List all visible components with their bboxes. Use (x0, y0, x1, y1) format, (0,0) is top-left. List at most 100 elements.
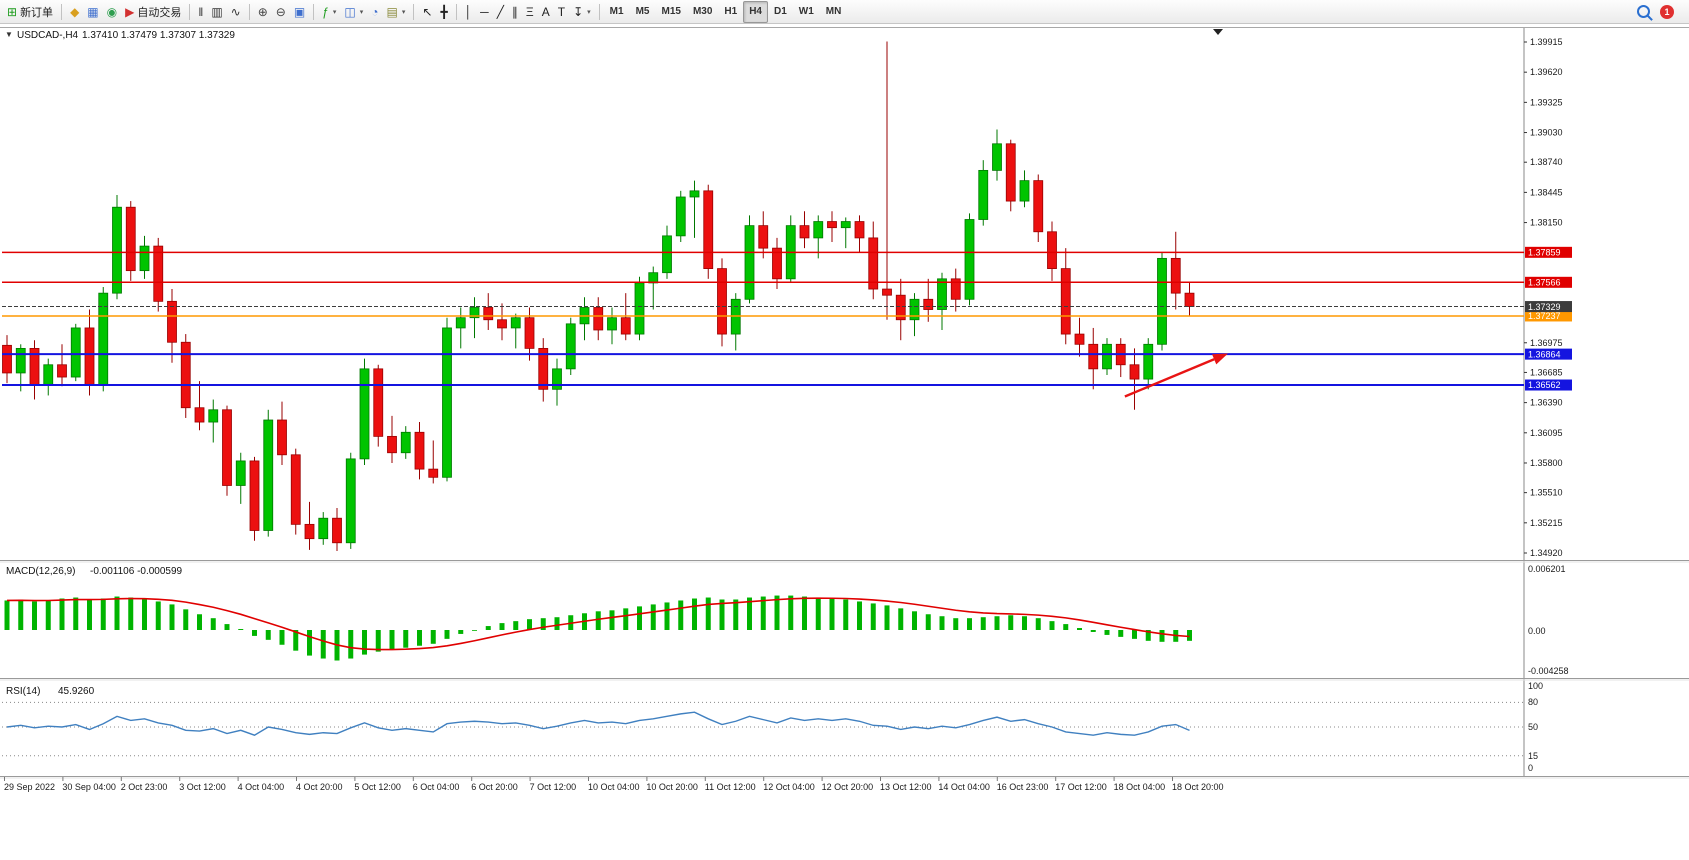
cursor-icon: ↖ (422, 4, 433, 19)
macd-bar (128, 597, 134, 630)
macd-bar (1118, 630, 1124, 637)
macd-bar (265, 630, 271, 640)
time-tick-label: 5 Oct 12:00 (354, 782, 401, 792)
channel-button[interactable]: ∥ (508, 1, 522, 23)
indicators-button[interactable]: ƒ ▾ (318, 1, 340, 23)
arrows-button[interactable]: ↧ ▾ (569, 1, 595, 23)
crosshair-button[interactable]: ╋ (436, 1, 451, 23)
macd-bar (967, 618, 972, 630)
price-tick-label: 1.35215 (1530, 518, 1563, 528)
time-tick-label: 11 Oct 12:00 (705, 782, 756, 792)
notification-badge[interactable]: 1 (1660, 4, 1674, 19)
line-chart-button[interactable]: ∿ (227, 1, 245, 23)
trendline-icon: ╱ (496, 4, 504, 19)
timeframe-m5-button[interactable]: M5 (635, 6, 650, 17)
macd-bar (87, 599, 92, 630)
time-tick-label: 17 Oct 12:00 (1055, 782, 1107, 792)
macd-bar (650, 604, 656, 630)
macd-bar (678, 600, 684, 630)
macd-bar (1077, 628, 1082, 630)
templates-button[interactable]: ▤ ▾ (383, 1, 410, 23)
macd-bar (45, 600, 51, 630)
horizontal-line-button[interactable]: ─ (476, 1, 493, 23)
fibonacci-button[interactable]: Ξ (522, 1, 538, 23)
macd-bar (637, 606, 642, 630)
chevron-down-icon: ▾ (332, 8, 337, 16)
price-tick-label: 1.38150 (1530, 218, 1563, 228)
time-tick-label: 13 Oct 12:00 (880, 782, 932, 792)
zoom-in-button[interactable]: ⊕ (254, 1, 272, 23)
price-tick-label: 1.36095 (1530, 428, 1563, 438)
timeframe-mn-button[interactable]: MN (825, 6, 842, 17)
rsi-indicator-label: RSI(14) (6, 686, 40, 697)
autotrade-button[interactable]: ▶ 自动交易 (121, 1, 185, 23)
new-chart-icon: ◫ (344, 4, 356, 19)
chart-shift-marker[interactable] (1213, 29, 1223, 35)
macd-bar (705, 597, 711, 630)
tile-windows-button[interactable]: ▣ (290, 1, 309, 23)
macd-bar (760, 596, 766, 630)
macd-bar (1132, 630, 1137, 639)
search-icon[interactable] (1637, 5, 1650, 18)
autotrade-button-label: 自动交易 (137, 6, 182, 19)
macd-signal-line (6, 597, 1190, 651)
macd-bar (994, 616, 1000, 630)
macd-bar (1145, 630, 1151, 641)
price-axis: 1.39915 1.39620 1.39325 1.39030 1.38740 1.384… (1524, 37, 1572, 558)
price-tick-label: 1.39620 (1530, 67, 1563, 77)
bar-chart-button[interactable]: ‖ (194, 1, 207, 23)
time-tick-label: 18 Oct 04:00 (1114, 782, 1166, 792)
svg-text:1.37329: 1.37329 (1528, 302, 1561, 312)
navigator-icon: ◉ (106, 4, 118, 19)
macd-bar (1187, 630, 1192, 641)
macd-bar (362, 630, 367, 655)
timeframe-m1-button[interactable]: M1 (609, 6, 624, 17)
cursor-button[interactable]: ↖ (418, 1, 436, 23)
vertical-line-button[interactable]: │ (461, 1, 477, 23)
chart-collapse-icon[interactable]: ▼ (5, 30, 13, 39)
timeframe-h4-button[interactable]: H4 (743, 0, 768, 23)
time-tick-label: 4 Oct 04:00 (238, 782, 285, 792)
macd-bar (774, 595, 780, 630)
crosshair-icon: ╋ (440, 4, 448, 19)
time-tick-label: 4 Oct 20:00 (296, 782, 343, 792)
clock-icon: ◔ (371, 4, 379, 19)
macd-bar (788, 595, 794, 630)
market-watch-button[interactable]: ◆ (66, 1, 83, 23)
macd-bar (623, 608, 629, 630)
zoom-out-icon: ⊖ (275, 4, 286, 19)
data-window-button[interactable]: ▦ (83, 1, 102, 23)
candlestick-chart-button[interactable]: ▥ (207, 1, 226, 23)
navigator-button[interactable]: ◉ (103, 1, 121, 23)
macd-bar (389, 630, 395, 650)
bar-chart-icon: ‖ (198, 4, 204, 19)
timeframe-w1-button[interactable]: W1 (798, 6, 814, 17)
macd-bar (870, 603, 876, 630)
trend-arrow-annotation[interactable] (1124, 353, 1228, 398)
timeframe-h1-button[interactable]: H1 (724, 6, 738, 17)
timeframe-m15-button[interactable]: M15 (661, 6, 681, 17)
text-label-button[interactable]: T (554, 1, 569, 23)
price-tick-label: 1.34920 (1530, 548, 1563, 558)
macd-bar (472, 630, 477, 631)
trendline-button[interactable]: ╱ (493, 1, 508, 23)
toolbar-separator (189, 3, 191, 20)
chart-symbol-label: USDCAD-,H4 (17, 30, 79, 41)
time-tick-label: 12 Oct 20:00 (822, 782, 874, 792)
macd-bar (609, 610, 615, 630)
time-tick-label: 6 Oct 20:00 (471, 782, 518, 792)
new-order-button[interactable]: ⊞ 新订单 (3, 1, 57, 23)
macd-bar (939, 616, 945, 630)
text-button[interactable]: A (538, 1, 554, 23)
zoom-out-button[interactable]: ⊖ (272, 1, 290, 23)
periods-button[interactable]: ◔ (367, 1, 382, 23)
toolbar-separator (413, 3, 415, 20)
macd-bar (307, 630, 312, 656)
macd-bar (815, 597, 821, 630)
timeframe-m30-button[interactable]: M30 (692, 6, 713, 17)
macd-bar (375, 630, 381, 652)
new-chart-button[interactable]: ◫ ▾ (340, 1, 367, 23)
macd-bar (403, 630, 409, 648)
macd-bar (884, 605, 890, 630)
timeframe-d1-button[interactable]: D1 (773, 6, 787, 17)
